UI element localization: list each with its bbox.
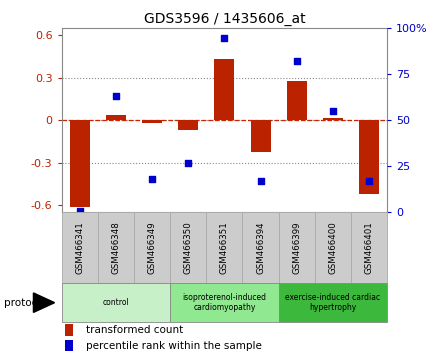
- Text: protocol: protocol: [4, 298, 47, 308]
- Text: GSM466341: GSM466341: [75, 221, 84, 274]
- Bar: [279, 283, 387, 322]
- Point: [330, 108, 337, 114]
- Point: [257, 178, 264, 184]
- Bar: [70, 120, 90, 207]
- Bar: [242, 212, 279, 283]
- Point: [221, 35, 228, 40]
- Bar: [98, 212, 134, 283]
- Bar: [170, 212, 206, 283]
- Point: [293, 59, 300, 64]
- Bar: [323, 118, 343, 120]
- Text: GSM466351: GSM466351: [220, 221, 229, 274]
- Bar: [65, 340, 73, 352]
- Bar: [178, 120, 198, 130]
- Polygon shape: [33, 293, 55, 313]
- Bar: [170, 283, 279, 322]
- Bar: [315, 212, 351, 283]
- Point: [76, 208, 83, 213]
- Text: GSM466401: GSM466401: [365, 221, 374, 274]
- Bar: [106, 115, 126, 120]
- Bar: [206, 212, 242, 283]
- Text: GSM466399: GSM466399: [292, 222, 301, 274]
- Title: GDS3596 / 1435606_at: GDS3596 / 1435606_at: [143, 12, 305, 26]
- Text: GSM466400: GSM466400: [328, 221, 337, 274]
- Bar: [62, 212, 98, 283]
- Bar: [351, 212, 387, 283]
- Bar: [65, 324, 73, 336]
- Bar: [142, 120, 162, 123]
- Bar: [62, 283, 170, 322]
- Point: [112, 93, 119, 99]
- Text: GSM466349: GSM466349: [147, 222, 157, 274]
- Text: exercise-induced cardiac
hypertrophy: exercise-induced cardiac hypertrophy: [286, 293, 381, 312]
- Text: percentile rank within the sample: percentile rank within the sample: [86, 341, 262, 351]
- Point: [366, 178, 373, 184]
- Text: GSM466348: GSM466348: [111, 221, 121, 274]
- Text: GSM466350: GSM466350: [184, 221, 193, 274]
- Bar: [287, 81, 307, 120]
- Text: isoproterenol-induced
cardiomyopathy: isoproterenol-induced cardiomyopathy: [183, 293, 266, 312]
- Bar: [251, 120, 271, 152]
- Text: GSM466394: GSM466394: [256, 222, 265, 274]
- Point: [149, 176, 156, 182]
- Point: [185, 160, 192, 166]
- Text: control: control: [103, 298, 129, 307]
- Bar: [359, 120, 379, 194]
- Bar: [279, 212, 315, 283]
- Bar: [214, 59, 235, 120]
- Text: transformed count: transformed count: [86, 325, 183, 335]
- Bar: [134, 212, 170, 283]
